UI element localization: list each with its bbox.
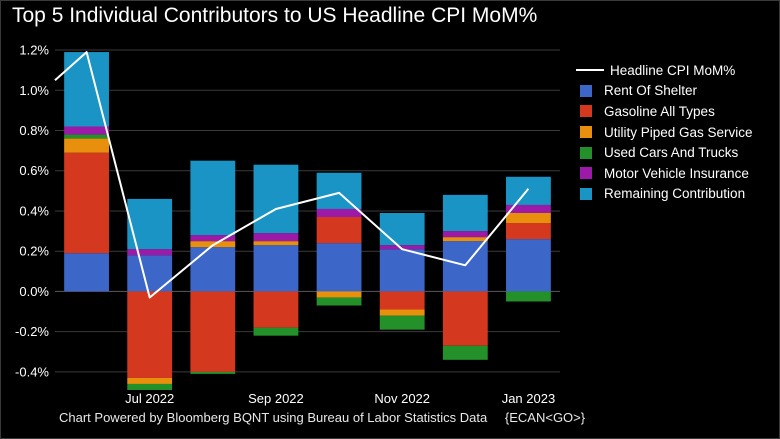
legend-item[interactable]: Utility Piped Gas Service — [576, 122, 753, 143]
legend-swatch — [580, 167, 592, 180]
bar-segment — [253, 233, 299, 242]
bar-segment — [506, 176, 551, 205]
bar-segment — [379, 309, 425, 316]
bar-segment — [379, 315, 425, 330]
legend-swatch — [580, 126, 592, 139]
bar-segment — [442, 291, 488, 346]
bar-segment — [442, 231, 488, 238]
bar-segment — [253, 327, 299, 336]
footnote-tag: {ECAN<GO>} — [504, 410, 586, 425]
x-tick-label: Nov 2022 — [374, 391, 430, 406]
bar-segment — [379, 245, 425, 250]
bar-segment — [190, 235, 236, 242]
y-tick-label: -0.2% — [15, 324, 49, 339]
legend-item-headline[interactable]: Headline CPI MoM% — [576, 60, 753, 81]
y-tick-label: 0.2% — [19, 244, 49, 259]
bar-segment — [379, 291, 425, 310]
bar-segment — [316, 297, 362, 306]
bar-segment — [442, 237, 488, 242]
bar-segment — [190, 160, 236, 236]
headline-cpi-line — [54, 51, 530, 299]
bar-segment — [253, 241, 299, 246]
bar-segment — [506, 291, 551, 302]
legend-swatch — [580, 187, 592, 200]
x-tick-label: Sep 2022 — [248, 391, 304, 406]
legend-item[interactable]: Motor Vehicle Insurance — [576, 163, 753, 184]
bar-segment — [64, 134, 109, 139]
legend-label: Utility Piped Gas Service — [604, 124, 753, 140]
legend-swatch — [580, 84, 592, 97]
legend-label: Remaining Contribution — [604, 186, 746, 202]
bar-segment — [506, 239, 551, 292]
bar-segment — [506, 212, 551, 224]
bar-segment — [442, 194, 488, 232]
bar-segment — [127, 377, 173, 384]
bar-segment — [316, 217, 362, 244]
legend-label: Headline CPI MoM% — [610, 62, 736, 78]
bar-segment — [64, 253, 109, 292]
legend-line-swatch — [576, 69, 604, 72]
legend-swatch — [580, 146, 592, 159]
footnote-text: Chart Powered by Bloomberg BQNT using Bu… — [59, 410, 488, 425]
bar-segment — [316, 172, 362, 209]
y-tick-label: 1.0% — [19, 83, 49, 98]
bar-segment — [127, 255, 173, 292]
bar-segment — [442, 345, 488, 360]
bar-segment — [253, 245, 299, 292]
bar-segment — [506, 204, 551, 213]
legend-label: Motor Vehicle Insurance — [604, 165, 749, 181]
bar-segment — [127, 291, 173, 378]
bar-segment — [190, 291, 236, 372]
bar-segment — [127, 198, 173, 250]
legend-swatch — [580, 105, 592, 118]
y-tick-label: 0.8% — [19, 123, 49, 138]
x-tick-label: Jul 2022 — [125, 391, 174, 406]
bar-segment — [379, 249, 425, 292]
bar-segment — [379, 212, 425, 246]
bar-segment — [316, 208, 362, 218]
bar-segment — [253, 291, 299, 328]
y-tick-label: 1.2% — [19, 43, 49, 58]
bar-segment — [64, 126, 109, 135]
y-tick-label: -0.4% — [15, 364, 49, 379]
bar-segment — [316, 291, 362, 298]
legend-item[interactable]: Gasoline All Types — [576, 101, 753, 122]
legend-label: Rent Of Shelter — [604, 83, 698, 99]
legend-label: Gasoline All Types — [604, 103, 715, 119]
bar-segment — [127, 383, 173, 390]
bar-segment — [64, 152, 109, 254]
y-tick-label: 0.4% — [19, 203, 49, 218]
chart-legend: Headline CPI MoM% Rent Of Shelter Gasolin… — [576, 60, 753, 204]
chart-title: Top 5 Individual Contributors to US Head… — [12, 4, 538, 27]
y-tick-label: 0.0% — [19, 284, 49, 299]
bar-segment — [253, 164, 299, 234]
legend-item[interactable]: Used Cars And Trucks — [576, 142, 753, 163]
bar-segment — [316, 243, 362, 292]
bar-segment — [190, 247, 236, 292]
chart-footnote: Chart Powered by Bloomberg BQNT using Bu… — [59, 410, 585, 425]
bar-segment — [64, 138, 109, 153]
legend-label: Used Cars And Trucks — [604, 145, 739, 161]
bar-segment — [127, 249, 173, 256]
bar-segment — [506, 223, 551, 240]
x-tick-label: Jan 2023 — [502, 391, 556, 406]
legend-item[interactable]: Remaining Contribution — [576, 184, 753, 205]
legend-item[interactable]: Rent Of Shelter — [576, 81, 753, 102]
bar-segment — [190, 371, 236, 374]
y-tick-label: 0.6% — [19, 163, 49, 178]
